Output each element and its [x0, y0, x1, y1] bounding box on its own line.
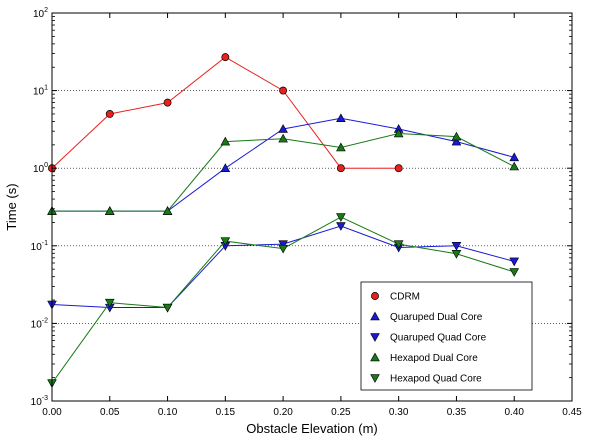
- x-tick-label: 0.35: [447, 407, 467, 418]
- x-tick-label: 0.45: [562, 407, 582, 418]
- legend-marker-cdrm: [371, 292, 379, 300]
- data-point-hexapod-quad-core: [509, 268, 520, 277]
- data-point-hexapod-quad-core: [278, 244, 288, 254]
- data-point-quaruped-dual-core: [278, 124, 288, 133]
- data-point-hexapod-dual-core: [220, 136, 231, 146]
- y-tick-base: 10: [33, 87, 45, 98]
- data-point-hexapod-quad-core: [451, 250, 462, 259]
- y-tick-label: 10-2: [31, 317, 48, 330]
- data-point-hexapod-dual-core: [104, 206, 115, 215]
- x-tick-label: 0.20: [273, 407, 293, 418]
- data-point-cdrm: [394, 164, 403, 173]
- legend-marker-hexapod-dual-core: [370, 352, 380, 362]
- data-point-hexapod-quad-core: [393, 240, 404, 250]
- legend-label-hexapod-quad-core: Hexapod Quad Core: [390, 374, 482, 385]
- legend-box: [360, 281, 533, 391]
- series-layer: [47, 53, 520, 389]
- series-hexapod-quad-core: [47, 213, 520, 389]
- y-axis-label: Time (s): [4, 183, 19, 230]
- legend: CDRM Quaruped Dual Core Quaruped Quad Core…: [360, 281, 533, 391]
- data-point-hexapod-dual-core: [509, 161, 520, 171]
- y-tick-label: 101: [33, 85, 48, 98]
- y-tick-exponent: -3: [42, 395, 48, 402]
- data-point-quaruped-dual-core: [220, 163, 231, 172]
- y-tick-exponent: -1: [42, 240, 48, 247]
- y-tick-base: 10: [31, 319, 43, 330]
- x-tick-label: 0.00: [42, 407, 62, 418]
- y-tick-base: 10: [33, 164, 45, 175]
- data-point-quaruped-quad-core: [451, 242, 462, 251]
- legend-label-cdrm: CDRM: [390, 292, 420, 303]
- x-tick-label: 0.40: [504, 407, 524, 418]
- data-point-quaruped-dual-core: [336, 113, 346, 123]
- legend-label-hexapod-dual-core: Hexapod Dual Core: [390, 353, 478, 364]
- x-tick-label: 0.30: [389, 407, 409, 418]
- y-tick-label: 100: [33, 162, 48, 175]
- legend-marker-hexapod-quad-core: [370, 374, 380, 383]
- x-tick-label: 0.15: [216, 407, 236, 418]
- x-tick-label: 0.10: [158, 407, 178, 418]
- data-point-hexapod-dual-core: [162, 206, 173, 215]
- data-point-cdrm: [279, 86, 288, 95]
- data-point-quaruped-quad-core: [336, 222, 346, 231]
- data-point-hexapod-dual-core: [451, 131, 462, 141]
- data-point-cdrm: [336, 164, 345, 173]
- data-point-quaruped-quad-core: [278, 240, 288, 250]
- data-point-hexapod-quad-core: [336, 213, 346, 222]
- y-tick-base: 10: [31, 242, 43, 253]
- series-cdrm: [48, 53, 403, 173]
- y-tick-label: 102: [33, 7, 48, 20]
- data-point-quaruped-quad-core: [509, 257, 520, 267]
- data-point-hexapod-dual-core: [278, 133, 288, 143]
- plot-frame: [51, 12, 573, 402]
- data-point-cdrm: [221, 53, 230, 62]
- x-tick-label: 0.05: [100, 407, 120, 418]
- y-tick-label: 10-3: [31, 395, 48, 408]
- y-tick-exponent: 0: [44, 162, 48, 169]
- legend-label-quaruped-quad-core: Quaruped Quad Core: [390, 333, 487, 344]
- data-point-hexapod-quad-core: [104, 298, 115, 308]
- y-tick-base: 10: [33, 9, 45, 20]
- y-tick-exponent: -2: [42, 317, 48, 324]
- y-tick-exponent: 2: [44, 7, 48, 14]
- x-tick-label: 0.25: [331, 407, 351, 418]
- data-point-quaruped-dual-core: [451, 136, 462, 146]
- legend-marker-quaruped-quad-core: [370, 333, 380, 342]
- x-axis-label: Obstacle Elevation (m): [246, 421, 378, 436]
- data-point-hexapod-quad-core: [220, 237, 231, 247]
- y-tick-label: 10-1: [31, 240, 48, 253]
- y-tick-exponent: 1: [44, 85, 48, 92]
- data-point-hexapod-dual-core: [393, 128, 404, 138]
- legend-label-quaruped-dual-core: Quaruped Dual Core: [390, 312, 483, 323]
- data-point-hexapod-quad-core: [162, 303, 173, 313]
- data-point-quaruped-dual-core: [509, 152, 520, 162]
- data-point-hexapod-dual-core: [336, 142, 346, 152]
- data-point-cdrm: [163, 98, 172, 107]
- data-point-cdrm: [105, 110, 114, 118]
- y-tick-base: 10: [31, 397, 43, 408]
- legend-marker-quaruped-dual-core: [370, 311, 380, 321]
